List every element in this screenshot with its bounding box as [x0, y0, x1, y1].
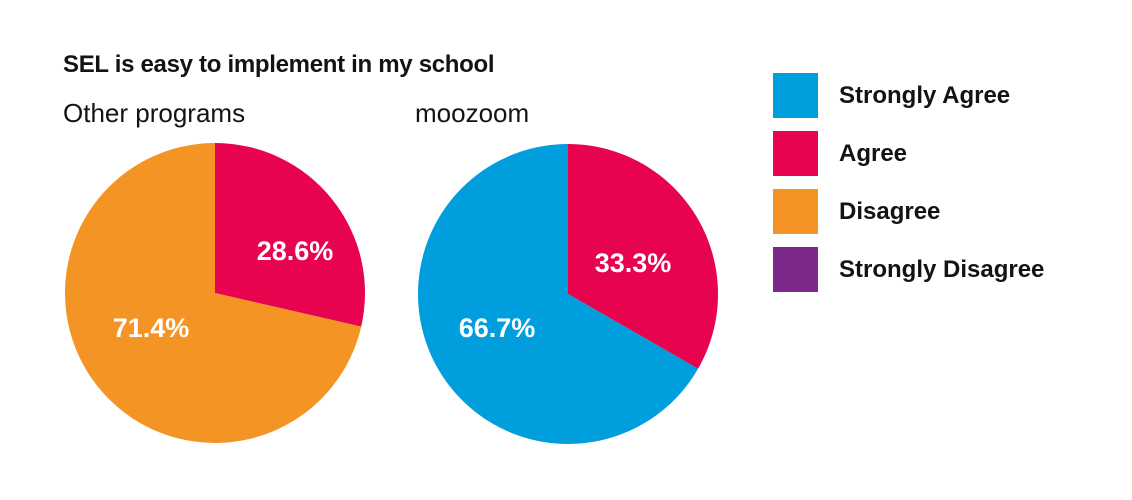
legend-label: Strongly Disagree [839, 255, 1045, 283]
legend-swatch-agree [773, 131, 818, 176]
legend: Strongly Agree Agree Disagree Strongly Disa… [773, 73, 1044, 305]
legend-label: Strongly Agree [839, 81, 1011, 109]
legend-swatch-strongly-agree [773, 73, 818, 118]
legend-label: Disagree [839, 197, 941, 225]
pie-slice-strongly-agree [418, 144, 699, 444]
legend-swatch-disagree [773, 189, 818, 234]
pie-value-label-agree: 33.3% [595, 248, 672, 278]
pie-label-other-programs: Other programs [63, 98, 246, 128]
pie-label-moozoom: moozoom [415, 98, 530, 128]
pie-chart-other-programs: 28.6% 71.4% [65, 143, 365, 443]
pie-value-label-strongly-agree: 66.7% [459, 313, 536, 343]
pie-value-label-disagree: 71.4% [113, 313, 190, 343]
legend-item-strongly-disagree: Strongly Disagree [773, 247, 1044, 292]
legend-item-agree: Agree [773, 131, 1044, 176]
pie-value-label-agree: 28.6% [257, 236, 334, 266]
pie-slice-agree [568, 144, 718, 369]
pie-slice-agree [215, 143, 365, 327]
pie-chart-moozoom: 33.3% 66.7% [418, 144, 718, 444]
legend-label: Agree [839, 139, 908, 167]
legend-item-disagree: Disagree [773, 189, 1044, 234]
chart-title: SEL is easy to implement in my school [63, 51, 495, 78]
legend-item-strongly-agree: Strongly Agree [773, 73, 1044, 118]
pie-slice-disagree [65, 143, 362, 443]
legend-swatch-strongly-disagree [773, 247, 818, 292]
